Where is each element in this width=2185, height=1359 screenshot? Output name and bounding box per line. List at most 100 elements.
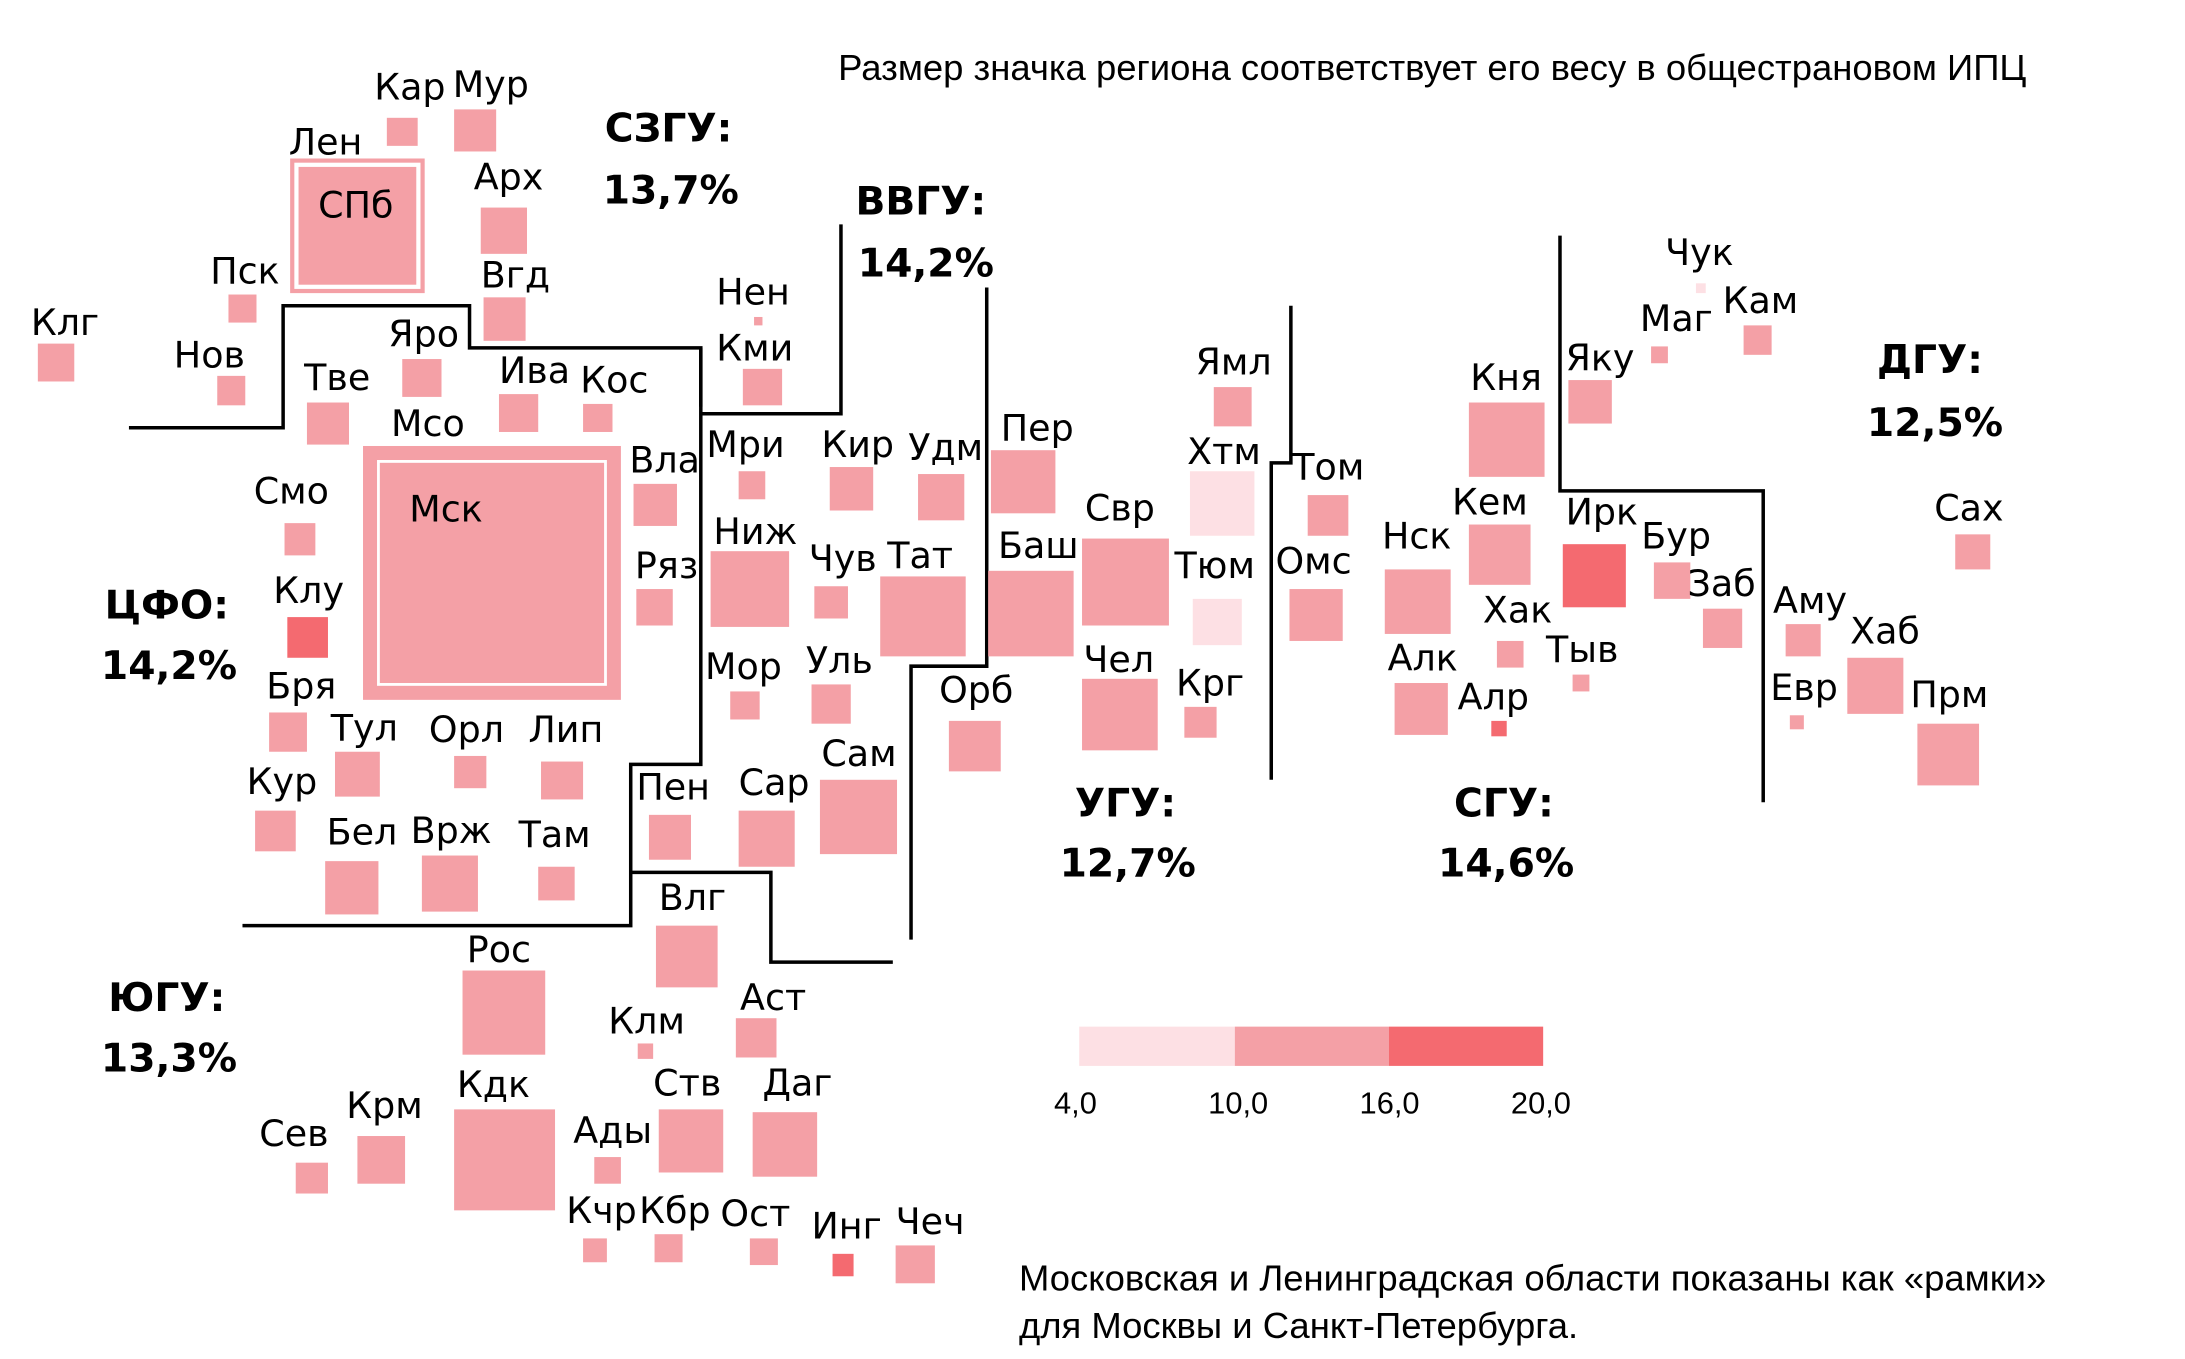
region-label-sam: Сам: [821, 733, 897, 776]
region-square-yaku: [1568, 380, 1612, 424]
region-square-kam: [1743, 325, 1772, 355]
region-label-prm: Прм: [1910, 674, 1989, 717]
region-square-pen: [648, 814, 691, 860]
region-square-bash: [988, 570, 1074, 657]
region-label-svr: Свр: [1084, 488, 1155, 531]
region-label-yaku: Яку: [1565, 338, 1635, 381]
region-square-ivan: [498, 394, 539, 432]
region-label-bur: Бур: [1641, 516, 1711, 559]
region-square-kar: [386, 117, 418, 146]
boundary-vvgu-yugu: [630, 870, 893, 964]
district-cfo-name: ЦФО:: [104, 582, 229, 629]
region-label-irk: Ирк: [1565, 492, 1639, 535]
region-square-kur: [255, 810, 296, 852]
region-label-evr: Евр: [1770, 667, 1838, 710]
legend-swatch-dark: [1388, 1026, 1544, 1066]
region-label-kir: Кир: [821, 424, 895, 468]
region-label-tat: Тат: [887, 535, 954, 578]
region-label-mor: Мор: [705, 646, 782, 689]
region-square-ulya: [811, 684, 851, 724]
region-label-tyv: Тыв: [1545, 629, 1619, 672]
region-label-dag: Даг: [762, 1063, 833, 1106]
region-square-chuk: [1695, 283, 1706, 294]
region-label-chech: Чеч: [895, 1201, 965, 1245]
district-vvgu-name: ВВГУ:: [855, 178, 987, 225]
district-ugu-share: 12,7%: [1059, 840, 1196, 887]
region-square-spb: [298, 166, 417, 285]
region-label-alr: Алр: [1457, 677, 1530, 720]
region-label-orb: Орб: [939, 670, 1014, 713]
region-square-bur: [1653, 562, 1691, 599]
region-label-kar: Кар: [374, 67, 446, 110]
region-label-brya: Бря: [266, 666, 337, 709]
region-label-ros: Рос: [466, 929, 532, 972]
region-square-nov: [217, 375, 246, 406]
region-square-sah: [1955, 534, 1991, 570]
region-label-mri: Мри: [706, 424, 785, 468]
region-label-tam: Там: [518, 814, 591, 857]
region-square-amu: [1785, 624, 1821, 657]
region-label-oms: Омс: [1275, 541, 1352, 584]
region-square-smo: [284, 523, 316, 556]
region-square-dag: [752, 1112, 818, 1177]
region-label-ost: Ост: [720, 1193, 791, 1236]
district-szgu-share: 13,7%: [602, 166, 739, 214]
region-square-bel: [325, 861, 379, 915]
region-label-vrzh: Врж: [410, 810, 492, 853]
region-square-vlg: [655, 925, 718, 988]
region-label-vgd: Вгд: [480, 255, 551, 298]
legend-tick-1: 4,0: [1054, 1085, 1097, 1121]
region-label-nen: Нен: [716, 272, 790, 315]
region-square-klg: [37, 343, 75, 382]
region-square-tve: [306, 402, 349, 445]
region-label-kem: Кем: [1452, 482, 1528, 525]
region-square-kmi: [742, 368, 783, 406]
region-label-kam: Кам: [1722, 280, 1799, 323]
region-label-tom: Том: [1292, 447, 1365, 490]
region-label-ing: Инг: [811, 1206, 882, 1249]
boundary-vvgu-ugu: [909, 287, 989, 940]
region-square-sam: [819, 779, 898, 855]
region-square-oms: [1289, 589, 1343, 641]
region-label-mso: Мсо: [391, 403, 465, 446]
region-square-sar: [738, 810, 795, 867]
region-label-tyum: Тюм: [1174, 545, 1255, 588]
region-square-tat: [880, 576, 966, 657]
region-square-nizh: [710, 551, 790, 627]
district-vvgu-share: 14,2%: [857, 239, 994, 287]
region-square-vrzh: [421, 855, 478, 912]
legend-swatch-light: [1079, 1026, 1235, 1066]
region-square-knya: [1468, 402, 1545, 477]
region-square-prm: [1917, 723, 1980, 786]
region-label-kmi: Кми: [716, 328, 794, 371]
region-square-brya: [269, 712, 307, 752]
region-square-htm: [1189, 471, 1255, 536]
region-label-hab: Хаб: [1850, 611, 1920, 654]
region-square-krg: [1184, 706, 1217, 738]
region-square-ast: [735, 1018, 777, 1058]
region-label-alk: Алк: [1387, 638, 1458, 681]
region-label-ryaz: Ряз: [634, 545, 699, 588]
region-label-krm: Крм: [346, 1085, 423, 1128]
region-label-chel: Чел: [1083, 639, 1155, 682]
legend-tick-2: 10,0: [1208, 1085, 1269, 1121]
region-label-kbr: Кбр: [639, 1190, 711, 1233]
region-label-sev: Сев: [259, 1113, 329, 1156]
region-label-spb: СПб: [318, 185, 394, 228]
region-label-klg: Клг: [30, 302, 100, 346]
region-square-mri: [738, 471, 766, 500]
region-square-arh: [480, 207, 528, 254]
region-square-mor: [730, 691, 760, 720]
boundary-cfo-vvgu: [242, 347, 703, 928]
region-label-bash: Баш: [997, 525, 1079, 569]
region-label-htm: Хтм: [1187, 431, 1261, 475]
region-label-kur: Кур: [246, 761, 318, 804]
region-square-ryaz: [636, 589, 673, 626]
region-square-kchr: [583, 1238, 607, 1263]
region-label-amu: Аму: [1773, 580, 1848, 623]
region-label-sah: Сах: [1934, 488, 2004, 531]
district-ugu-name: УГУ:: [1074, 779, 1177, 827]
region-square-orl: [454, 755, 487, 789]
